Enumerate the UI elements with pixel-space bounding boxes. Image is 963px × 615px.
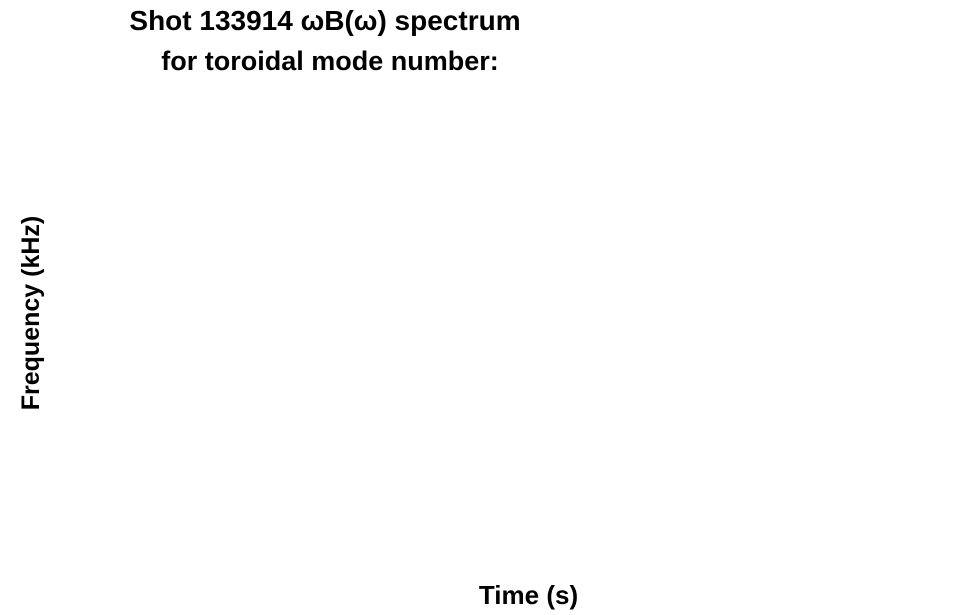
y-axis-title: Frequency (kHz) [17, 215, 45, 411]
x-axis-title: Time (s) [478, 580, 579, 610]
chart-title-line1: Shot 133914 ωB(ω) spectrum [129, 5, 521, 36]
chart-title-line2: for toroidal mode number: [161, 46, 499, 76]
